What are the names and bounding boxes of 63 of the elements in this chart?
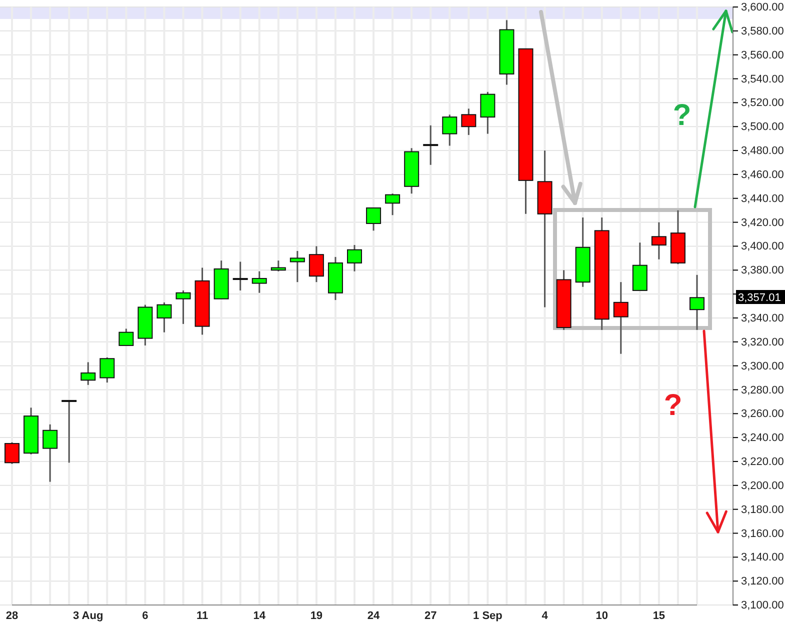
y-tick-label: 3,220.00 (741, 456, 784, 468)
y-tick-label: 3,580.00 (741, 25, 784, 38)
y-tick-label: 3,560.00 (741, 49, 784, 62)
y-tick-label: 3,480.00 (741, 145, 784, 158)
x-tick-label: 3 Aug (73, 610, 104, 622)
y-tick-label: 3,500.00 (741, 121, 784, 134)
candlestick (118, 328, 134, 346)
y-tick-label: 3,180.00 (741, 504, 784, 516)
y-tick-label: 3,460.00 (741, 168, 784, 181)
candlestick (156, 302, 172, 334)
candlestick (290, 250, 305, 283)
y-tick-label: 3,200.00 (741, 480, 784, 492)
y-tick-label: 3,120.00 (741, 576, 784, 588)
x-tick-label: 19 (310, 610, 323, 622)
candlestick (42, 424, 58, 483)
candlestick (385, 192, 400, 216)
x-tick-label: 28 (6, 610, 18, 622)
candlestick (4, 442, 20, 465)
x-tick-label: 4 (542, 610, 549, 622)
x-tick-label: 24 (367, 610, 381, 622)
candlestick (252, 270, 267, 294)
y-tick-label: 3,160.00 (741, 528, 784, 540)
candlestick (62, 400, 77, 464)
y-tick-label: 3,300.00 (741, 360, 784, 372)
candlestick (613, 281, 628, 355)
y-tick-label: 3,240.00 (741, 432, 784, 444)
candlestick (308, 245, 324, 283)
x-tick-label: 6 (142, 610, 148, 622)
y-tick-label: 3,140.00 (741, 552, 784, 564)
y-tick-label: 3,540.00 (741, 73, 784, 86)
candlestick (690, 274, 704, 331)
y-tick-label: 3,100.00 (741, 600, 784, 612)
x-tick-label: 10 (596, 610, 608, 622)
y-tick-label: 3,400.00 (741, 240, 784, 253)
candlestick (651, 222, 666, 260)
y-tick-label: 3,420.00 (741, 216, 784, 229)
x-tick-label: 11 (196, 610, 208, 622)
y-tick-label: 3,380.00 (741, 264, 784, 277)
text: 3,357.01 (738, 292, 781, 304)
y-tick-label: 3,440.00 (741, 192, 784, 205)
candlestick (270, 260, 286, 272)
candlestick (80, 361, 96, 386)
candlestick (480, 91, 496, 135)
y-tick-label: 3,600.00 (741, 2, 784, 14)
x-tick-label: 14 (253, 610, 266, 622)
y-tick-label: 3,520.00 (741, 97, 784, 110)
x-tick-label: 15 (652, 610, 666, 622)
y-tick-label: 3,340.00 (741, 312, 784, 324)
x-tick-label: 1 Sep (473, 610, 503, 622)
x-tick-label: 27 (424, 610, 437, 622)
candlestick (176, 290, 191, 325)
candlestick (366, 207, 382, 232)
y-tick-label: 3,260.00 (741, 408, 784, 420)
annotation: ? (664, 389, 682, 422)
y-tick-label: 3,280.00 (741, 384, 784, 396)
candlestick (232, 261, 248, 292)
candlestick (100, 356, 115, 384)
candlestick (347, 244, 362, 272)
candlestick (423, 124, 438, 166)
annotation: ? (672, 99, 692, 132)
y-tick-label: 3,320.00 (741, 336, 784, 348)
candlestick (442, 114, 458, 146)
candlestick (461, 108, 476, 136)
